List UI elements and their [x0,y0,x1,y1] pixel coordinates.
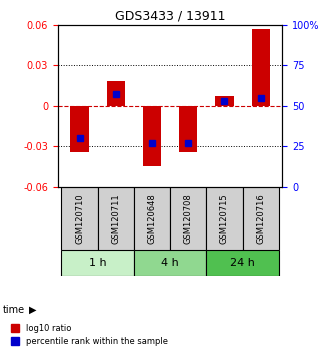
Text: GSM120708: GSM120708 [184,193,193,244]
Text: ▶: ▶ [29,305,36,315]
Bar [71,106,89,152]
Text: GSM120710: GSM120710 [75,193,84,244]
FancyBboxPatch shape [206,250,279,276]
Bar [215,96,234,106]
Bar [107,81,125,106]
FancyBboxPatch shape [98,187,134,250]
FancyBboxPatch shape [61,250,134,276]
Bar [179,106,197,152]
FancyBboxPatch shape [61,187,98,250]
Text: 24 h: 24 h [230,258,255,268]
FancyBboxPatch shape [243,187,279,250]
FancyBboxPatch shape [134,187,170,250]
Text: 1 h: 1 h [89,258,107,268]
Text: GSM120715: GSM120715 [220,193,229,244]
Bar [252,29,270,106]
Text: GSM120716: GSM120716 [256,193,265,244]
FancyBboxPatch shape [206,187,243,250]
Text: time: time [3,305,25,315]
Text: GSM120648: GSM120648 [148,193,157,244]
Legend: log10 ratio, percentile rank within the sample: log10 ratio, percentile rank within the … [7,321,171,350]
Text: 4 h: 4 h [161,258,179,268]
Title: GDS3433 / 13911: GDS3433 / 13911 [115,9,225,22]
FancyBboxPatch shape [170,187,206,250]
FancyBboxPatch shape [134,250,206,276]
Bar [143,106,161,166]
Text: GSM120711: GSM120711 [111,193,120,244]
